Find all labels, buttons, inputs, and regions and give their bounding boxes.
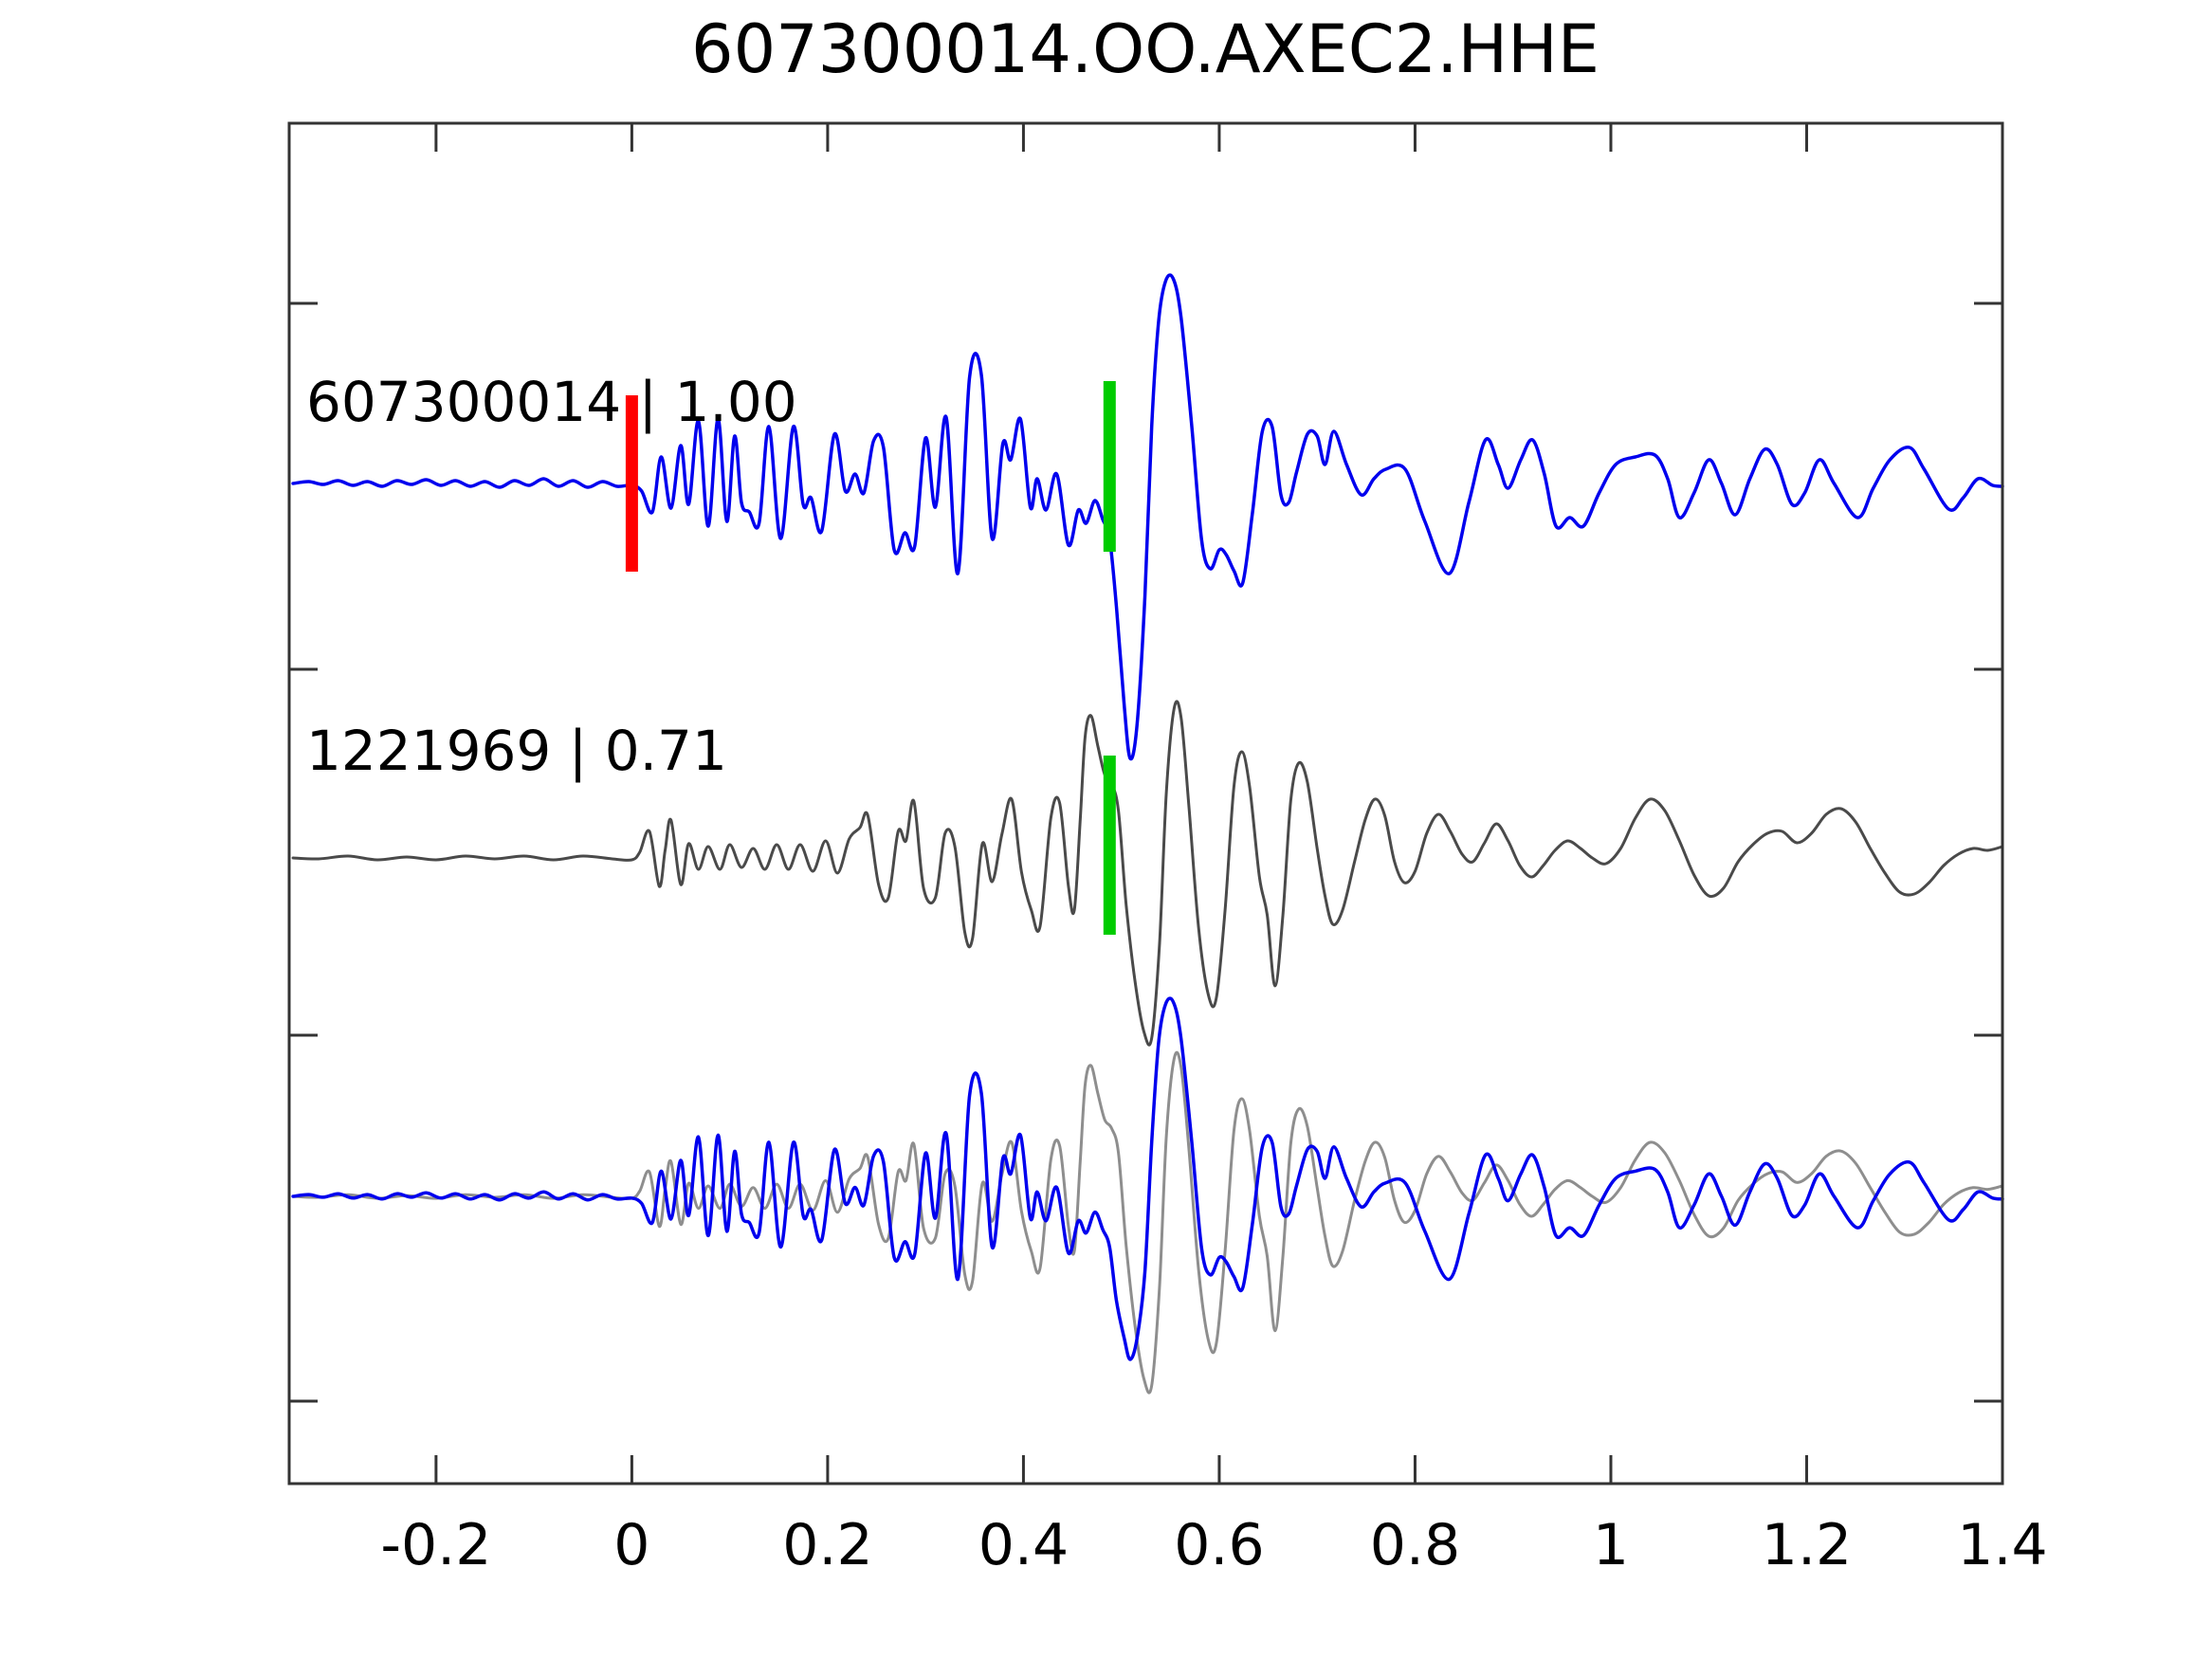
x-tick-label: 1.2 (1762, 1512, 1852, 1578)
x-tick-label: 0.4 (978, 1512, 1069, 1578)
trace-label-template-1221969: 1221969 | 0.71 (306, 719, 727, 783)
trace-lines-group (291, 273, 2004, 1395)
trace-overlay-template (291, 1050, 2004, 1395)
x-tick-label: -0.2 (380, 1512, 491, 1578)
x-tick-label: 0.2 (782, 1512, 872, 1578)
plot-frame (287, 121, 2004, 1486)
chart-title: 607300014.OO.AXEC2.HHE (691, 10, 1600, 88)
x-tick-label: 1 (1593, 1512, 1629, 1578)
pick-markers-group (625, 381, 1116, 935)
trace-label-detection-607300014: 607300014 | 1.00 (306, 370, 797, 434)
x-tick-label: 0.6 (1174, 1512, 1264, 1578)
axes-group (287, 121, 2004, 1486)
trace-template-1221969 (291, 700, 2004, 1047)
marker-origin-pick (625, 395, 638, 572)
x-tick-label: 1.4 (1957, 1512, 2047, 1578)
trace-overlay-detection (291, 996, 2004, 1361)
x-tick-label: 0 (613, 1512, 649, 1578)
trace-detection-607300014 (291, 273, 2004, 761)
x-tick-label: 0.8 (1370, 1512, 1460, 1578)
trace-labels-group: 607300014 | 1.00 1221969 | 0.71 (306, 370, 797, 783)
marker-detection-pick (1103, 381, 1116, 552)
x-tick-labels-group: -0.2 0 0.2 0.4 0.6 0.8 1 1.2 1.4 (380, 1512, 2047, 1578)
marker-template-pick (1103, 756, 1116, 935)
